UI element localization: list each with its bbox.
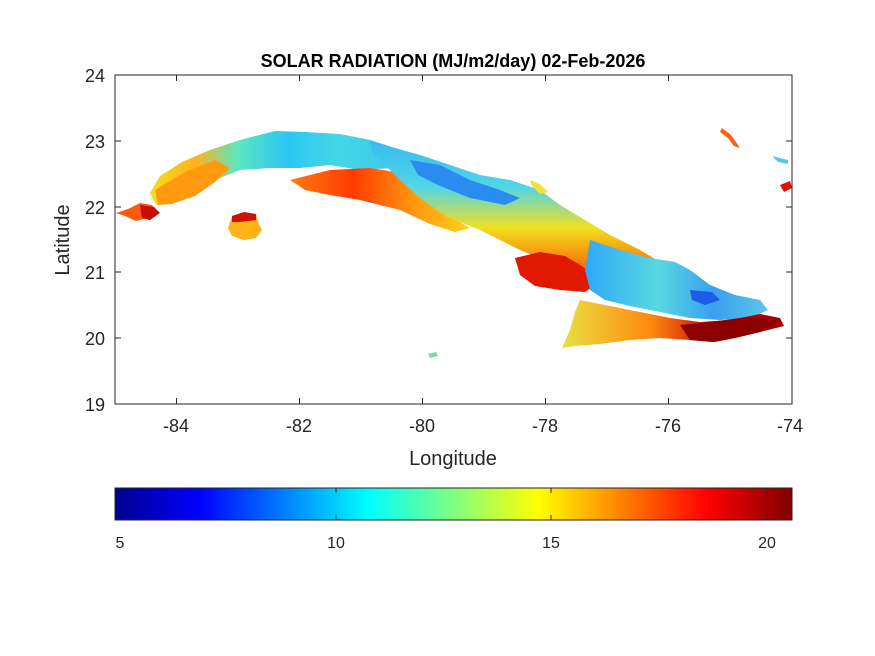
region-east bbox=[585, 240, 768, 320]
x-tick-label: -74 bbox=[777, 416, 803, 436]
plot-area bbox=[115, 75, 792, 404]
region-south-central bbox=[515, 252, 600, 292]
x-tick-label: -82 bbox=[286, 416, 312, 436]
y-tick-label: 22 bbox=[85, 198, 105, 218]
map-title: SOLAR RADIATION (MJ/m2/day) 02-Feb-2026 bbox=[261, 51, 646, 71]
solar-radiation-map bbox=[116, 128, 792, 358]
y-axis-label: Latitude bbox=[52, 204, 74, 275]
x-tick-label: -78 bbox=[532, 416, 558, 436]
isle-of-youth-north bbox=[232, 212, 256, 222]
colorbar-tick-label: 5 bbox=[116, 535, 125, 552]
colorbar-tick-label: 10 bbox=[327, 535, 345, 552]
region-west-tip-south bbox=[140, 205, 160, 220]
x-tick-label: -84 bbox=[163, 416, 189, 436]
axes-box bbox=[114, 74, 793, 405]
x-tick-label: -76 bbox=[655, 416, 681, 436]
y-tick-label: 19 bbox=[85, 395, 105, 415]
region-central-blue bbox=[410, 160, 520, 205]
y-tick-label: 23 bbox=[85, 132, 105, 152]
region-south-east-dark bbox=[680, 318, 778, 342]
colorbar-gradient bbox=[114, 487, 793, 521]
region-west-orange bbox=[155, 160, 230, 205]
x-axis-label: Longitude bbox=[409, 448, 497, 470]
y-tick-label: 20 bbox=[85, 329, 105, 349]
region-east-blue bbox=[690, 290, 720, 305]
y-tick-label: 24 bbox=[85, 66, 105, 86]
x-tick-label: -80 bbox=[409, 416, 435, 436]
cay-east-1 bbox=[720, 128, 740, 148]
colorbar-tick-label: 15 bbox=[542, 535, 560, 552]
cay-north-central bbox=[530, 180, 548, 194]
cay-east-3 bbox=[780, 181, 792, 192]
region-south-west bbox=[290, 168, 470, 232]
region-north-west bbox=[150, 131, 400, 205]
cay-east-2 bbox=[772, 156, 788, 164]
cay-south bbox=[428, 352, 438, 358]
y-tick-label: 21 bbox=[85, 263, 105, 283]
colorbar: 5 10 15 20 bbox=[114, 487, 793, 552]
y-axis: 24 23 22 21 20 19 Latitude bbox=[52, 66, 792, 415]
x-axis: -84 -82 -80 -78 -76 -74 Longitude bbox=[163, 75, 803, 470]
colorbar-tick-label: 20 bbox=[758, 535, 776, 552]
